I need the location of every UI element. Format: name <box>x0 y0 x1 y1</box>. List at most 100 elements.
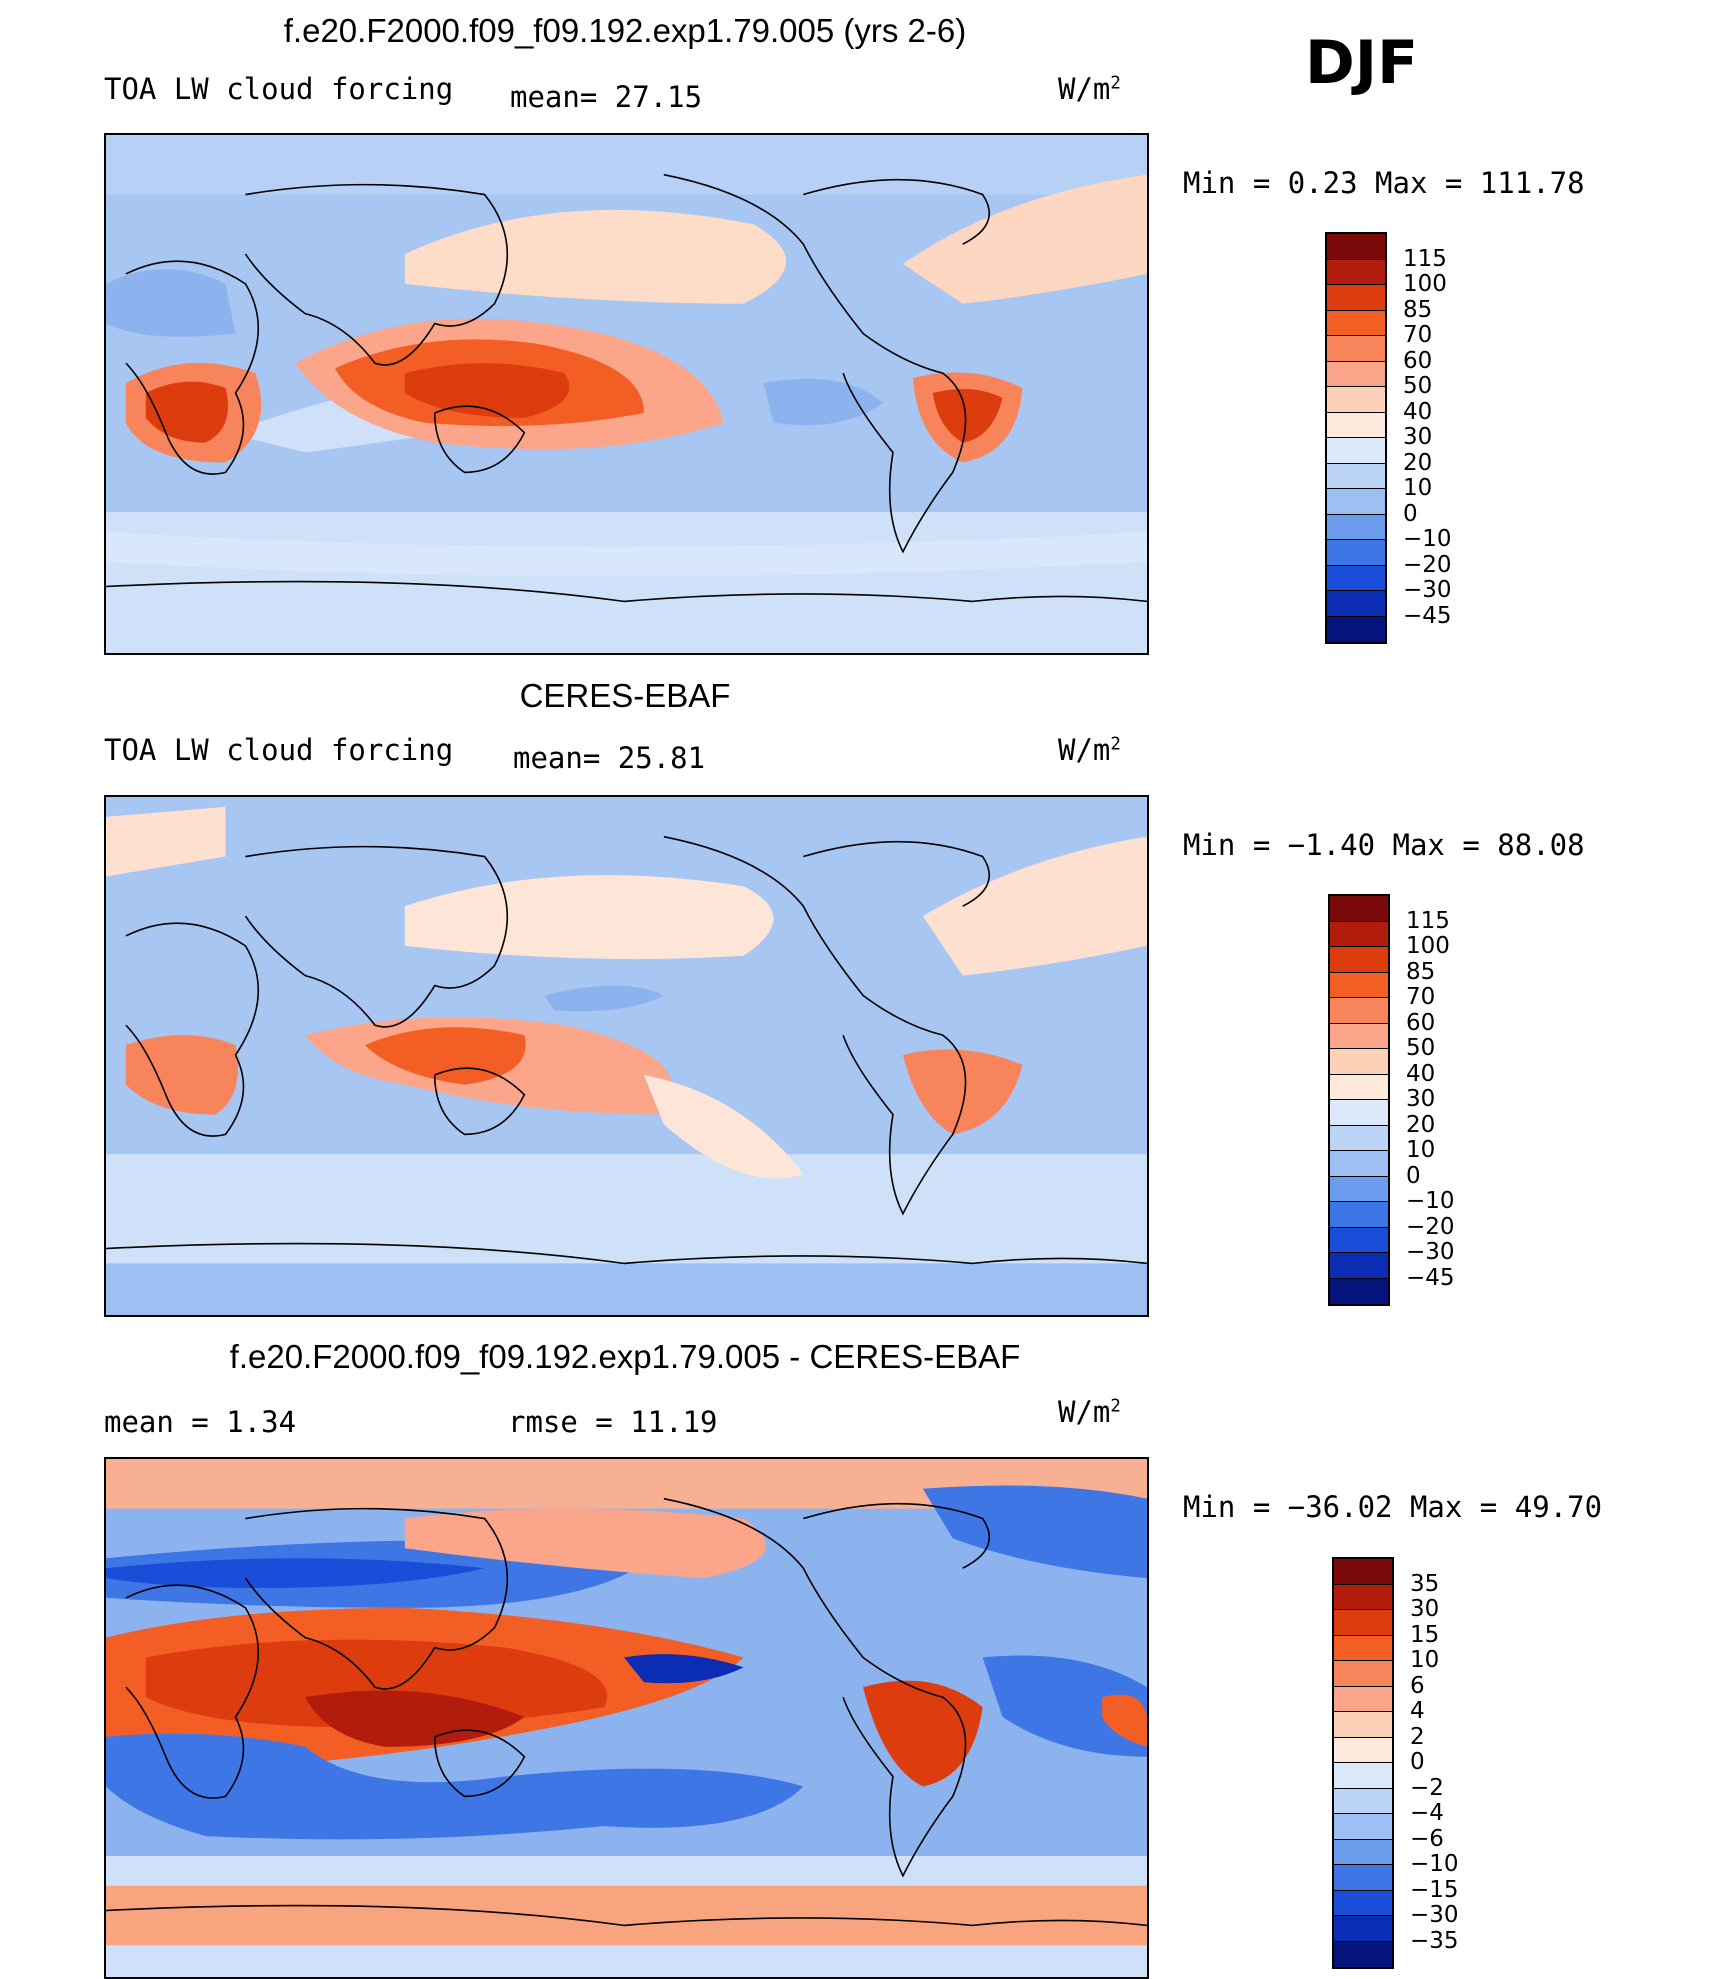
colorbar-tick-label: 35 <box>1410 1570 1440 1597</box>
colorbar-swatch <box>1327 387 1385 413</box>
colorbar-tick-label: 0 <box>1406 1162 1421 1189</box>
panel-2-title: CERES-EBAF <box>519 677 731 714</box>
panel-3-units: W/m2 <box>1058 1395 1121 1429</box>
colorbar-swatch <box>1330 1151 1388 1177</box>
colorbar-tick-label: 20 <box>1403 449 1433 476</box>
panel-2-mean-label: mean= 25.81 <box>513 741 706 775</box>
colorbar-tick-label: 0 <box>1410 1749 1425 1775</box>
colorbar-swatch <box>1334 1737 1392 1763</box>
colorbar-tick-label: 6 <box>1410 1672 1425 1699</box>
colorbar-swatch <box>1327 616 1385 642</box>
colorbar-swatch <box>1334 1559 1392 1585</box>
panel-2-variable-label: TOA LW cloud forcing <box>104 733 454 767</box>
colorbar-tick-label: −4 <box>1410 1800 1444 1826</box>
colorbar-swatch <box>1327 285 1385 311</box>
colorbar-tick-label: 10 <box>1403 475 1433 501</box>
colorbar-swatch <box>1327 489 1385 515</box>
colorbar-tick-label: 60 <box>1406 1009 1436 1036</box>
colorbar-swatch <box>1327 336 1385 362</box>
colorbar-tick-label: −35 <box>1410 1927 1459 1954</box>
colorbar-swatch <box>1334 1941 1392 1967</box>
colorbar-swatch <box>1334 1865 1392 1891</box>
colorbar-tick-label: 15 <box>1410 1621 1440 1648</box>
panel-1-mean-label: mean= 27.15 <box>510 80 703 114</box>
colorbar-tick-label: 85 <box>1406 958 1436 985</box>
panel-3-mean-label: mean = 1.34 <box>104 1405 297 1439</box>
colorbar-swatch <box>1327 591 1385 617</box>
colorbar-tick-label: 20 <box>1406 1111 1436 1138</box>
colorbar-tick-label: 60 <box>1403 347 1433 374</box>
colorbar-tick-label: −45 <box>1403 602 1452 629</box>
panel-1-units: W/m2 <box>1058 72 1121 106</box>
colorbar-tick-label: −2 <box>1410 1774 1444 1801</box>
panel-1-variable-label: TOA LW cloud forcing <box>104 72 454 106</box>
colorbar-swatch <box>1334 1661 1392 1687</box>
colorbar-swatch <box>1330 896 1388 922</box>
colorbar-swatch <box>1334 1686 1392 1712</box>
colorbar-swatch <box>1334 1916 1392 1942</box>
colorbar-swatch <box>1330 1074 1388 1100</box>
colorbar-swatch <box>1327 259 1385 285</box>
colorbar-tick-label: −45 <box>1406 1264 1455 1291</box>
colorbar-tick-label: 100 <box>1403 271 1447 297</box>
colorbar-swatch <box>1330 1176 1388 1202</box>
colorbar-swatch <box>1334 1635 1392 1661</box>
panel-2-colorbar <box>1328 894 1390 1306</box>
colorbar-tick-label: 50 <box>1406 1035 1436 1061</box>
colorbar-swatch <box>1330 972 1388 998</box>
colorbar-swatch <box>1327 361 1385 387</box>
colorbar-swatch <box>1330 998 1388 1024</box>
colorbar-swatch <box>1327 310 1385 336</box>
panel-3-colorbar <box>1332 1557 1394 1969</box>
colorbar-swatch <box>1334 1712 1392 1738</box>
colorbar-swatch <box>1327 412 1385 438</box>
colorbar-tick-label: 100 <box>1406 933 1450 959</box>
colorbar-tick-label: 50 <box>1403 373 1433 399</box>
panel-2-minmax: Min = −1.40 Max = 88.08 <box>1183 828 1585 862</box>
colorbar-swatch <box>1330 947 1388 973</box>
colorbar-swatch <box>1330 1023 1388 1049</box>
colorbar-tick-label: 4 <box>1410 1698 1425 1724</box>
colorbar-tick-label: 10 <box>1406 1137 1436 1163</box>
colorbar-swatch <box>1330 1202 1388 1228</box>
colorbar-swatch <box>1330 1049 1388 1075</box>
colorbar-tick-label: 30 <box>1406 1086 1436 1112</box>
panel-3-rmse-label: rmse = 11.19 <box>508 1405 718 1439</box>
colorbar-swatch <box>1327 514 1385 540</box>
panel-1-colorbar <box>1325 232 1387 644</box>
obs-map <box>104 795 1149 1317</box>
colorbar-swatch <box>1327 565 1385 591</box>
colorbar-tick-label: −15 <box>1410 1876 1459 1903</box>
colorbar-tick-label: 10 <box>1410 1647 1440 1673</box>
colorbar-swatch <box>1334 1814 1392 1840</box>
colorbar-tick-label: 70 <box>1406 984 1436 1010</box>
colorbar-swatch <box>1330 1278 1388 1304</box>
season-label: DJF <box>1305 28 1419 98</box>
colorbar-tick-label: 30 <box>1403 424 1433 450</box>
colorbar-tick-label: −10 <box>1410 1851 1459 1877</box>
colorbar-swatch <box>1334 1788 1392 1814</box>
colorbar-swatch <box>1327 463 1385 489</box>
colorbar-tick-label: 70 <box>1403 322 1433 348</box>
colorbar-swatch <box>1330 1100 1388 1126</box>
colorbar-swatch <box>1327 540 1385 566</box>
colorbar-tick-label: −20 <box>1403 551 1452 578</box>
colorbar-tick-label: −10 <box>1403 526 1452 552</box>
colorbar-tick-label: 115 <box>1406 907 1450 934</box>
colorbar-tick-label: −10 <box>1406 1188 1455 1214</box>
colorbar-swatch <box>1334 1610 1392 1636</box>
colorbar-tick-label: 115 <box>1403 245 1447 272</box>
colorbar-tick-label: 2 <box>1410 1723 1425 1750</box>
colorbar-tick-label: 40 <box>1403 398 1433 425</box>
colorbar-tick-label: −6 <box>1410 1825 1444 1852</box>
colorbar-swatch <box>1330 1227 1388 1253</box>
model-map <box>104 133 1149 655</box>
colorbar-swatch <box>1327 234 1385 260</box>
colorbar-swatch <box>1330 921 1388 947</box>
panel-1-minmax: Min = 0.23 Max = 111.78 <box>1183 166 1585 200</box>
colorbar-tick-label: 40 <box>1406 1060 1436 1087</box>
colorbar-swatch <box>1334 1890 1392 1916</box>
colorbar-swatch <box>1334 1763 1392 1789</box>
colorbar-swatch <box>1330 1253 1388 1279</box>
colorbar-tick-label: −30 <box>1403 577 1452 603</box>
